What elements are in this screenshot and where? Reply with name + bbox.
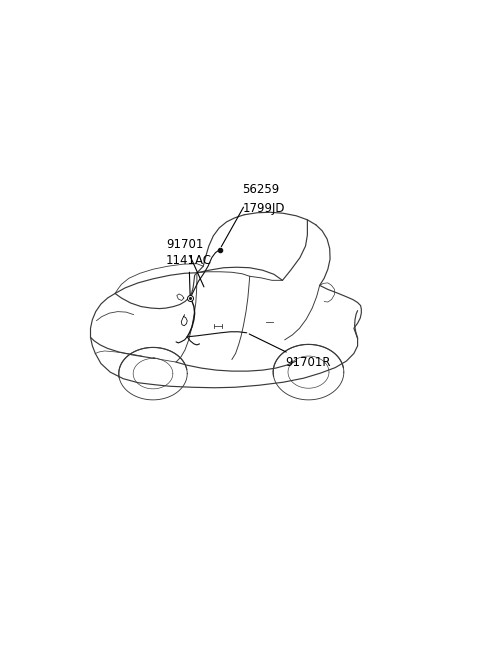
Text: 91701: 91701 (166, 238, 204, 287)
Text: 91701R: 91701R (249, 334, 331, 369)
Text: 1141AC: 1141AC (166, 253, 212, 295)
Text: 56259: 56259 (242, 183, 279, 196)
Text: 1799JD: 1799JD (242, 202, 285, 215)
